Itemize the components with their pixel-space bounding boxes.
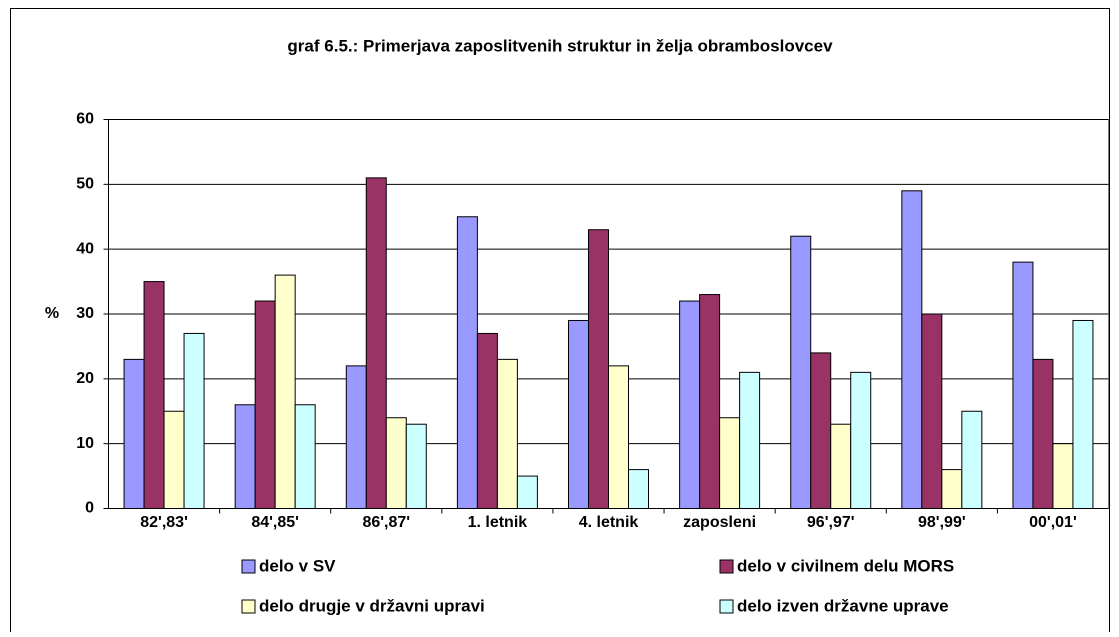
bar (476, 332, 498, 510)
bar (294, 404, 316, 509)
bar (405, 423, 427, 510)
bar (143, 281, 165, 510)
x-tick-label: 82',83' (140, 514, 188, 531)
x-tick-label: 98',99' (918, 514, 966, 531)
x-tick-label: 4. letnik (579, 514, 639, 531)
bar (961, 410, 983, 509)
bar (516, 475, 538, 510)
bar (345, 365, 367, 509)
y-tick-label: 50 (76, 176, 94, 193)
y-tick-label: 40 (76, 240, 94, 257)
bar (254, 300, 276, 509)
bar (1052, 443, 1074, 509)
bar (810, 352, 832, 509)
bar (790, 235, 812, 509)
bar (568, 319, 589, 509)
bar (739, 371, 761, 509)
legend-label: delo v SV (259, 556, 336, 575)
bar (588, 229, 609, 509)
bar (183, 332, 205, 510)
bar (699, 294, 721, 509)
bar (496, 358, 518, 509)
y-tick-label: 30 (76, 305, 94, 322)
legend-label: delo izven državne uprave (737, 596, 949, 615)
bar (628, 469, 649, 510)
legend-swatch (719, 559, 734, 574)
x-tick-label: 1. letnik (468, 514, 528, 531)
legend-label: delo drugje v državni upravi (259, 596, 485, 615)
bar (941, 469, 963, 510)
x-tick-label: 00',01' (1029, 514, 1077, 531)
x-tick-label: 84',85' (251, 514, 299, 531)
x-tick-label: 86',87' (362, 514, 410, 531)
bar (163, 410, 185, 509)
y-axis-label: % (45, 305, 59, 322)
legend-label: delo v civilnem delu MORS (737, 556, 954, 575)
x-tick-label: zaposleni (683, 514, 756, 531)
bar (850, 371, 872, 509)
y-tick-label: 20 (76, 370, 94, 387)
legend-swatch (719, 599, 734, 614)
bar (1012, 261, 1034, 509)
bar (234, 404, 256, 509)
bar (456, 216, 478, 509)
bar (921, 313, 943, 509)
bar (830, 423, 852, 510)
y-tick-label: 0 (85, 500, 94, 517)
bar (1032, 358, 1054, 509)
chart-title: graf 6.5.: Primerjava zaposlitvenih stru… (287, 36, 833, 55)
x-tick-label: 96',97' (807, 514, 855, 531)
bar (719, 417, 741, 510)
y-tick-label: 10 (76, 435, 94, 452)
bar (608, 365, 629, 509)
bar (901, 190, 923, 509)
bar (679, 300, 701, 509)
bar (1072, 319, 1094, 509)
legend-swatch (241, 559, 256, 574)
bar (365, 177, 387, 509)
legend-swatch (241, 599, 256, 614)
bar (385, 417, 407, 510)
y-tick-label: 60 (76, 111, 94, 128)
bar (123, 358, 145, 509)
bar (274, 274, 296, 509)
